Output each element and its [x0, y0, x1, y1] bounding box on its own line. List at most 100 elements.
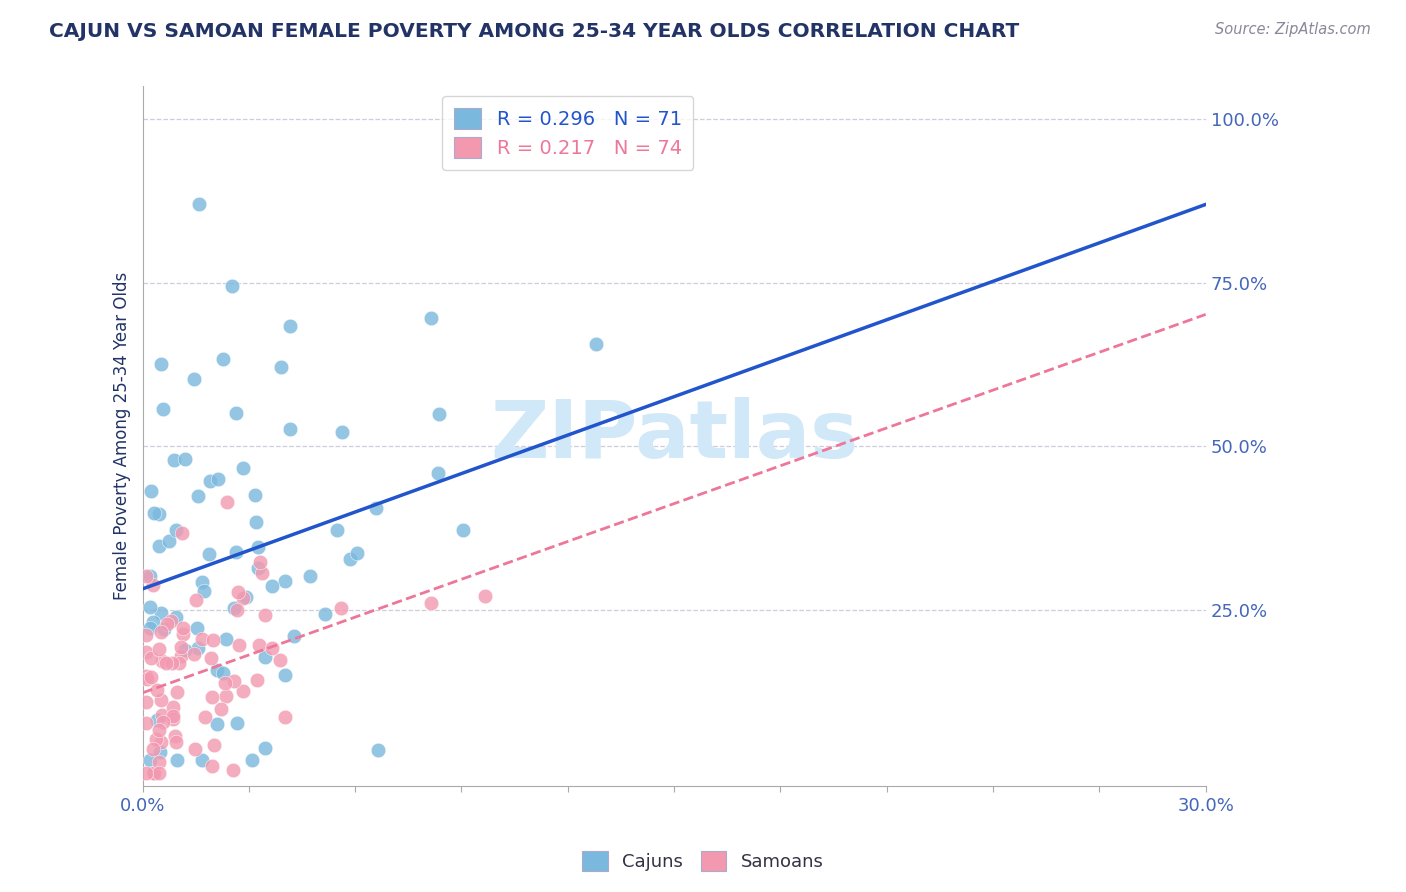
- Point: [269, 652, 291, 666]
- Point: [215, 495, 238, 509]
- Point: [274, 574, 297, 588]
- Point: [222, 601, 245, 615]
- Point: [253, 608, 276, 623]
- Point: [149, 735, 172, 749]
- Point: [253, 649, 276, 664]
- Point: [474, 589, 496, 603]
- Point: [184, 592, 207, 607]
- Point: [330, 601, 353, 615]
- Point: [201, 632, 224, 647]
- Point: [148, 507, 170, 521]
- Point: [214, 676, 236, 690]
- Point: [135, 669, 157, 683]
- Point: [198, 474, 221, 488]
- Point: [141, 484, 163, 499]
- Point: [170, 640, 193, 655]
- Point: [172, 627, 194, 641]
- Point: [274, 668, 297, 682]
- Point: [148, 755, 170, 769]
- Point: [346, 546, 368, 560]
- Point: [148, 642, 170, 657]
- Point: [138, 569, 160, 583]
- Point: [339, 552, 361, 566]
- Point: [260, 641, 283, 656]
- Point: [274, 710, 297, 724]
- Point: [152, 402, 174, 417]
- Legend: R = 0.296   N = 71, R = 0.217   N = 74: R = 0.296 N = 71, R = 0.217 N = 74: [441, 96, 693, 169]
- Point: [155, 656, 177, 670]
- Point: [135, 645, 157, 659]
- Point: [270, 359, 292, 374]
- Point: [187, 641, 209, 656]
- Point: [162, 708, 184, 723]
- Point: [205, 663, 228, 677]
- Point: [146, 713, 169, 727]
- Point: [162, 700, 184, 714]
- Point: [135, 628, 157, 642]
- Point: [166, 753, 188, 767]
- Point: [585, 336, 607, 351]
- Point: [215, 632, 238, 647]
- Point: [364, 501, 387, 516]
- Point: [226, 715, 249, 730]
- Point: [245, 515, 267, 529]
- Point: [367, 743, 389, 757]
- Point: [197, 547, 219, 561]
- Point: [224, 673, 246, 688]
- Point: [209, 702, 232, 716]
- Point: [232, 591, 254, 605]
- Point: [138, 753, 160, 767]
- Point: [225, 545, 247, 559]
- Legend: Cajuns, Samoans: Cajuns, Samoans: [575, 844, 831, 879]
- Point: [167, 656, 190, 670]
- Point: [314, 607, 336, 622]
- Point: [157, 533, 180, 548]
- Point: [174, 642, 197, 657]
- Point: [170, 648, 193, 663]
- Point: [149, 624, 172, 639]
- Point: [149, 607, 172, 621]
- Text: ZIPatlas: ZIPatlas: [489, 397, 858, 475]
- Point: [142, 578, 165, 592]
- Point: [330, 425, 353, 439]
- Point: [188, 197, 211, 211]
- Point: [139, 669, 162, 683]
- Point: [135, 696, 157, 710]
- Point: [243, 487, 266, 501]
- Point: [453, 523, 475, 537]
- Point: [138, 621, 160, 635]
- Point: [141, 650, 163, 665]
- Point: [226, 585, 249, 599]
- Point: [247, 638, 270, 652]
- Point: [228, 639, 250, 653]
- Point: [200, 758, 222, 772]
- Point: [191, 575, 214, 590]
- Point: [142, 766, 165, 780]
- Point: [190, 632, 212, 647]
- Point: [419, 310, 441, 325]
- Point: [155, 616, 177, 631]
- Point: [166, 734, 188, 748]
- Point: [225, 406, 247, 420]
- Point: [225, 603, 247, 617]
- Text: Source: ZipAtlas.com: Source: ZipAtlas.com: [1215, 22, 1371, 37]
- Point: [165, 609, 187, 624]
- Point: [149, 357, 172, 371]
- Point: [205, 717, 228, 731]
- Point: [146, 683, 169, 698]
- Point: [172, 525, 194, 540]
- Point: [186, 621, 208, 635]
- Point: [162, 713, 184, 727]
- Point: [148, 766, 170, 780]
- Point: [298, 568, 321, 582]
- Point: [283, 628, 305, 642]
- Point: [150, 693, 173, 707]
- Point: [159, 614, 181, 628]
- Point: [278, 422, 301, 436]
- Point: [183, 372, 205, 386]
- Point: [187, 490, 209, 504]
- Point: [135, 716, 157, 731]
- Point: [145, 731, 167, 746]
- Point: [427, 407, 450, 421]
- Point: [249, 555, 271, 569]
